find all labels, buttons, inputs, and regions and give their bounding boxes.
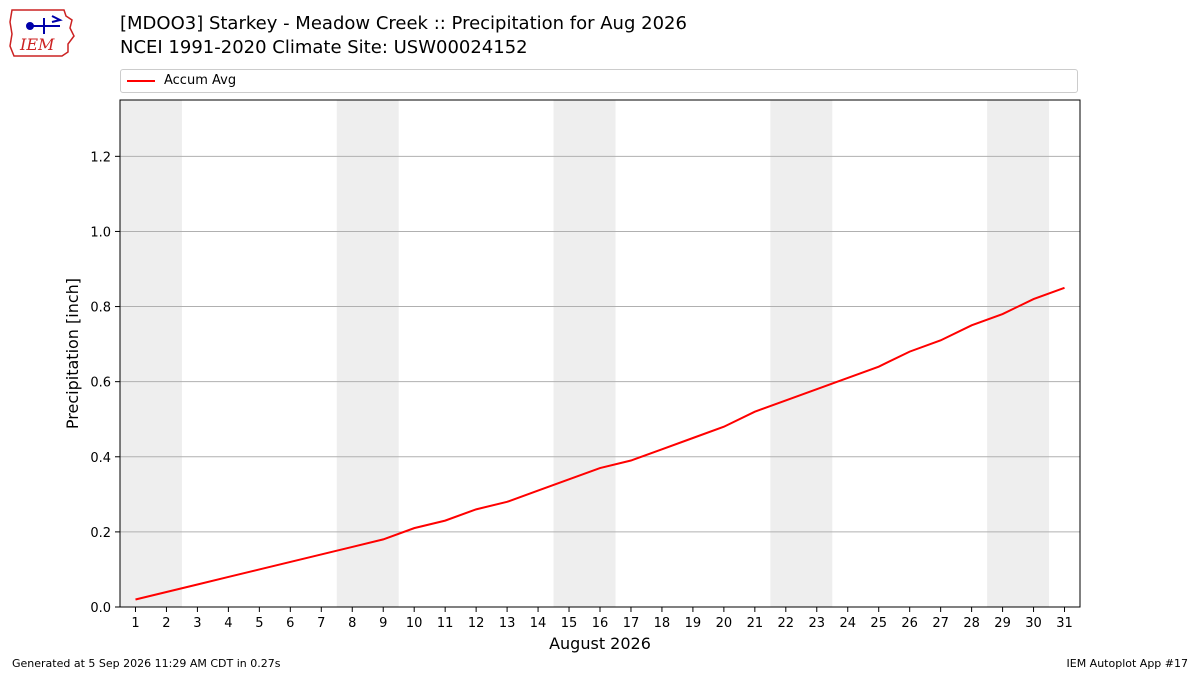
x-tick-label: 25 [870,616,887,631]
x-tick-label: 27 [932,616,949,631]
x-tick-label: 3 [193,616,201,631]
x-tick-label: 17 [623,616,640,631]
x-tick-label: 9 [379,616,387,631]
y-tick-label: 0.0 [90,601,111,616]
x-tick-label: 15 [561,616,578,631]
x-tick-label: 1 [131,616,139,631]
title-line-1: [MDOO3] Starkey - Meadow Creek :: Precip… [120,13,687,34]
chart-title: [MDOO3] Starkey - Meadow Creek :: Precip… [120,12,687,60]
x-tick-label: 16 [592,616,609,631]
x-tick-label: 31 [1056,616,1073,631]
y-axis-label: Precipitation [inch] [63,278,82,429]
weekend-band [120,100,182,607]
x-tick-label: 5 [255,616,263,631]
autoplot-app-label: IEM Autoplot App #17 [1066,657,1189,670]
x-tick-label: 23 [809,616,826,631]
x-tick-label: 24 [839,616,856,631]
iem-logo: IEM [9,9,75,57]
x-tick-label: 26 [901,616,918,631]
title-line-2: NCEI 1991-2020 Climate Site: USW00024152 [120,37,528,58]
x-tick-label: 30 [1025,616,1042,631]
x-tick-label: 8 [348,616,356,631]
y-axis-ticks: 0.0 0.2 0.4 0.6 0.8 1.0 1.2 [90,150,120,616]
x-tick-label: 18 [654,616,671,631]
series-lines [135,286,1065,601]
x-tick-label: 22 [778,616,795,631]
x-tick-label: 28 [963,616,980,631]
x-tick-label: 4 [224,616,232,631]
x-tick-label: 29 [994,616,1011,631]
x-tick-label: 11 [437,616,454,631]
x-tick-label: 2 [162,616,170,631]
x-tick-label: 6 [286,616,294,631]
x-tick-label: 19 [685,616,702,631]
legend-swatch-accum-avg [127,80,155,82]
x-tick-label: 10 [406,616,423,631]
legend-label-accum-avg: Accum Avg [164,73,237,88]
weekend-band [553,100,616,607]
chart-legend: Accum Avg [120,69,1078,93]
weekend-shading [120,100,1050,607]
x-tick-label: 20 [716,616,733,631]
y-tick-label: 0.4 [90,451,111,466]
x-axis-label: August 2026 [549,634,651,653]
weekend-band [336,100,399,607]
x-tick-label: 14 [530,616,547,631]
y-tick-label: 1.2 [90,150,111,165]
series-line-accum-avg [135,286,1065,601]
logo-text: IEM [19,35,55,54]
x-axis-ticks: 1 2 3 4 5 6 7 8 9 10 11 12 13 14 15 16 17 18 19 20 21 22 23 24 2… [131,607,1073,631]
grid-lines [120,155,1080,608]
y-tick-label: 0.8 [90,301,111,316]
weekend-band [770,100,833,607]
x-tick-label: 12 [468,616,485,631]
iowa-outline-icon [9,9,75,57]
weekend-band [987,100,1050,607]
y-tick-label: 1.0 [90,225,111,240]
x-tick-label: 13 [499,616,516,631]
weather-station-icon [26,15,63,34]
x-tick-label: 21 [747,616,764,631]
x-tick-label: 7 [317,616,325,631]
generated-timestamp: Generated at 5 Sep 2026 11:29 AM CDT in … [12,657,281,670]
y-tick-label: 0.2 [90,526,111,541]
y-tick-label: 0.6 [90,376,111,391]
